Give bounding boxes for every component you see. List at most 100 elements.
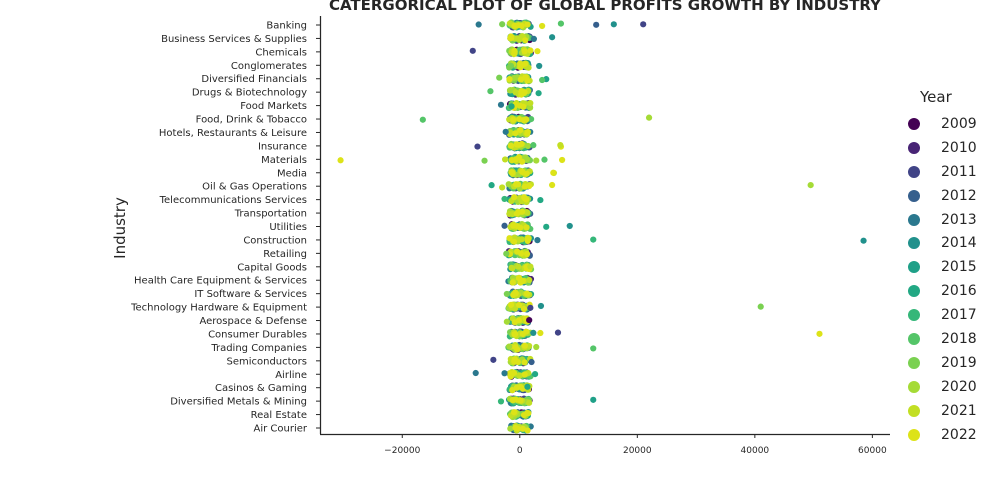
- legend: Year 2009 2010 2011 2012 2013 2014 2015 2016 201…: [906, 88, 986, 446]
- data-point: [474, 143, 481, 150]
- data-point: [517, 60, 524, 67]
- legend-label: 2021: [941, 402, 977, 419]
- data-point: [590, 345, 597, 352]
- data-point: [515, 263, 522, 270]
- data-point: [506, 343, 513, 350]
- legend-label: 2014: [941, 235, 977, 252]
- legend-item: 2016: [906, 279, 986, 303]
- data-point: [517, 127, 524, 134]
- legend-swatch: [908, 380, 920, 393]
- data-point: [554, 329, 562, 336]
- data-point: [508, 169, 515, 176]
- data-point: [534, 48, 541, 55]
- data-point: [515, 275, 523, 282]
- data-point: [509, 279, 516, 286]
- data-point: [523, 116, 530, 123]
- y-axis-label: Industry: [111, 197, 129, 259]
- data-point: [530, 329, 537, 337]
- data-point: [537, 329, 544, 337]
- y-tick-label: Technology Hardware & Equipment: [130, 303, 307, 314]
- data-point: [518, 22, 525, 29]
- data-point: [549, 34, 556, 41]
- data-point: [337, 157, 344, 164]
- data-point: [524, 383, 531, 390]
- data-point: [518, 158, 526, 165]
- y-tick-label: Diversified Metals & Mining: [170, 397, 307, 408]
- data-point: [521, 359, 528, 366]
- legend-label: 2018: [941, 330, 977, 347]
- legend-item: 2020: [906, 375, 986, 399]
- legend-item: 2010: [906, 136, 986, 160]
- data-point: [490, 356, 497, 363]
- data-point: [511, 74, 518, 82]
- data-point: [481, 157, 488, 164]
- data-point: [527, 104, 534, 111]
- y-tick-label: Retailing: [263, 249, 307, 260]
- data-point: [757, 303, 764, 310]
- chart-title: CATERGORICAL PLOT OF GLOBAL PROFITS GROW…: [329, 0, 882, 14]
- y-tick-label: Health Care Equipment & Services: [134, 276, 307, 287]
- data-point: [543, 223, 550, 230]
- x-tick-label: 60000: [858, 446, 887, 456]
- y-tick-label: Conglomerates: [231, 61, 307, 72]
- data-point: [528, 358, 535, 366]
- y-tick-label: Utilities: [269, 222, 307, 233]
- data-point: [512, 396, 519, 403]
- data-point: [516, 372, 523, 379]
- data-point: [520, 103, 527, 110]
- data-point: [517, 224, 524, 231]
- data-point: [509, 387, 516, 394]
- data-point: [499, 184, 506, 191]
- y-tick-label: Drugs & Biotechnology: [192, 88, 307, 99]
- legend-swatch: [908, 237, 920, 250]
- legend-item: 2009: [906, 112, 986, 136]
- data-point: [527, 263, 534, 270]
- legend-swatch: [908, 285, 920, 298]
- data-point: [518, 140, 525, 148]
- data-point: [523, 250, 531, 258]
- data-point: [503, 250, 510, 257]
- legend-label: 2011: [941, 163, 977, 180]
- y-tick-label: Insurance: [258, 141, 307, 152]
- data-point: [566, 222, 573, 230]
- legend-label: 2022: [941, 426, 977, 443]
- data-point: [536, 62, 543, 70]
- data-point: [557, 20, 565, 27]
- data-point: [521, 89, 528, 96]
- data-point: [523, 290, 531, 297]
- data-point: [534, 237, 541, 244]
- data-point: [488, 182, 495, 189]
- y-tick-label: Diversified Financials: [201, 74, 307, 85]
- legend-item: 2022: [906, 423, 986, 447]
- data-point: [503, 290, 510, 298]
- data-point: [496, 74, 503, 81]
- data-point: [593, 21, 600, 28]
- data-point: [531, 371, 539, 378]
- data-point: [515, 208, 522, 216]
- legend-swatch: [908, 309, 920, 322]
- data-point: [506, 235, 513, 242]
- y-tick-label: Real Estate: [251, 410, 307, 421]
- data-point: [590, 236, 597, 243]
- legend-label: 2009: [941, 115, 977, 132]
- data-point: [507, 425, 514, 432]
- y-tick-label: Banking: [266, 21, 307, 32]
- data-point: [524, 77, 531, 84]
- data-point: [502, 128, 509, 135]
- data-point: [539, 76, 546, 84]
- data-point: [537, 196, 544, 204]
- legend-item: 2012: [906, 184, 986, 208]
- data-point: [501, 222, 508, 229]
- data-point: [497, 398, 505, 405]
- data-point: [549, 181, 556, 189]
- legend-item: 2021: [906, 399, 986, 423]
- data-point: [515, 317, 523, 324]
- legend-swatch: [908, 261, 920, 274]
- data-point: [512, 181, 520, 188]
- data-point: [520, 305, 528, 313]
- data-point: [487, 88, 494, 95]
- legend-swatch: [908, 141, 920, 154]
- data-point: [507, 301, 515, 308]
- legend-swatch: [908, 213, 920, 226]
